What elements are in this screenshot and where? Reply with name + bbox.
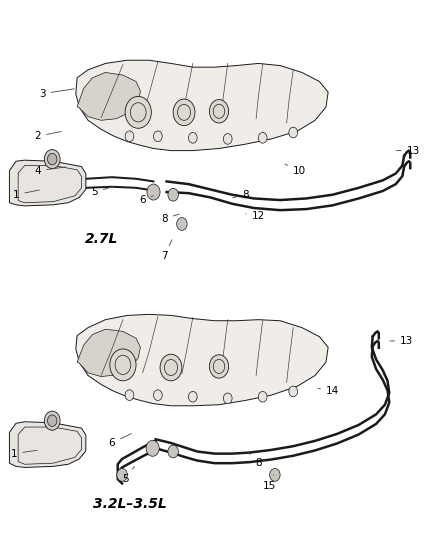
Text: 8: 8 <box>250 454 261 468</box>
Circle shape <box>209 355 229 378</box>
Polygon shape <box>77 72 141 120</box>
Circle shape <box>223 393 232 403</box>
Text: 14: 14 <box>318 386 339 397</box>
Circle shape <box>177 217 187 230</box>
Text: 15: 15 <box>263 475 276 490</box>
Text: 2: 2 <box>35 131 61 141</box>
Circle shape <box>223 134 232 144</box>
Circle shape <box>125 390 134 400</box>
Polygon shape <box>76 60 328 151</box>
Text: 3: 3 <box>39 88 74 99</box>
Circle shape <box>289 127 297 138</box>
Circle shape <box>289 386 297 397</box>
Circle shape <box>44 150 60 168</box>
Circle shape <box>125 131 134 142</box>
Circle shape <box>270 469 280 481</box>
Text: 6: 6 <box>139 195 153 205</box>
Text: 12: 12 <box>246 211 265 221</box>
Text: 5: 5 <box>91 187 114 197</box>
Text: 5: 5 <box>122 466 134 484</box>
Text: 1: 1 <box>11 449 37 458</box>
Circle shape <box>209 100 229 123</box>
Circle shape <box>47 415 57 426</box>
Polygon shape <box>10 160 86 206</box>
Circle shape <box>168 445 178 458</box>
Text: 8: 8 <box>161 214 179 224</box>
Text: 1: 1 <box>13 190 39 200</box>
Circle shape <box>188 133 197 143</box>
Circle shape <box>44 411 60 430</box>
Text: 8: 8 <box>233 190 248 200</box>
Circle shape <box>173 99 195 126</box>
Text: 7: 7 <box>161 240 172 261</box>
Polygon shape <box>10 422 86 467</box>
Circle shape <box>117 469 127 481</box>
Circle shape <box>168 188 178 201</box>
Text: 10: 10 <box>285 164 306 176</box>
Circle shape <box>160 354 182 381</box>
Polygon shape <box>76 314 328 406</box>
Circle shape <box>153 131 162 142</box>
Circle shape <box>188 391 197 402</box>
Circle shape <box>125 96 151 128</box>
Circle shape <box>110 349 136 381</box>
Circle shape <box>258 133 267 143</box>
Circle shape <box>47 154 57 165</box>
Text: 4: 4 <box>35 166 66 176</box>
Circle shape <box>153 390 162 400</box>
Circle shape <box>146 440 159 456</box>
Text: 13: 13 <box>396 146 420 156</box>
Text: 3.2L–3.5L: 3.2L–3.5L <box>92 497 166 511</box>
Text: 2.7L: 2.7L <box>85 231 118 246</box>
Text: 13: 13 <box>390 336 413 346</box>
Circle shape <box>258 391 267 402</box>
Polygon shape <box>77 329 141 376</box>
Text: 6: 6 <box>109 433 131 448</box>
Circle shape <box>147 184 160 200</box>
